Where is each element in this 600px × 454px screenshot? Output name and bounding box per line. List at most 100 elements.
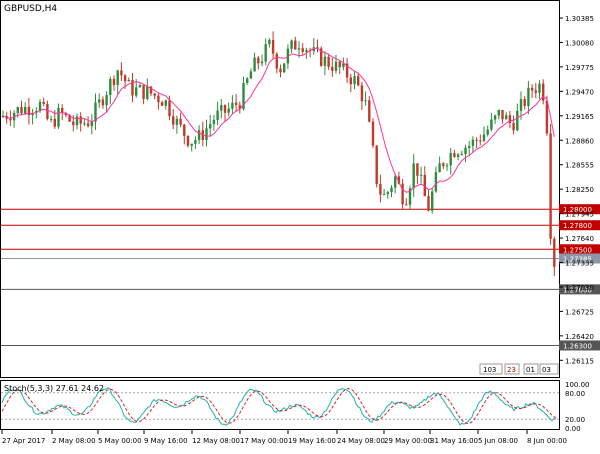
candle-body: [545, 100, 549, 134]
candle-body: [382, 194, 386, 196]
price-tick-label: 1.28860: [565, 137, 594, 145]
candle-body: [527, 87, 530, 106]
level-label-box: [559, 284, 600, 295]
candle-body: [320, 48, 323, 66]
candle-body: [231, 102, 234, 109]
candle-body: [364, 100, 367, 102]
candle-body: [68, 115, 71, 122]
candle-body: [94, 102, 97, 122]
candle-body: [20, 107, 23, 114]
candle-body: [61, 108, 64, 113]
mini-label-4: 03: [542, 366, 551, 374]
candle-body: [31, 113, 34, 116]
mini-label-1: 103: [483, 366, 496, 374]
candle-body: [105, 95, 108, 106]
candle-body: [505, 115, 508, 120]
candle-body: [312, 47, 315, 52]
candle-body: [138, 85, 142, 88]
candle-body: [327, 56, 330, 67]
time-tick-label: 8 Jun 00:00: [527, 437, 567, 445]
candle-body: [386, 192, 389, 195]
stochastic-panel[interactable]: [0, 380, 560, 430]
candle-body: [349, 77, 352, 85]
candle-body: [131, 79, 134, 96]
candle-body: [431, 191, 434, 211]
level-label-box: [559, 204, 600, 215]
candle-body: [497, 110, 500, 116]
candle-body: [179, 118, 182, 125]
time-tick-label: 24 May 08:00: [337, 437, 385, 445]
candle-body: [479, 140, 482, 142]
candle-body: [342, 63, 345, 68]
time-tick-label: 19 May 16:00: [288, 437, 336, 445]
level-label-box: [559, 220, 600, 231]
time-tick-label: 29 May 00:00: [384, 437, 432, 445]
candle-body: [290, 40, 293, 49]
candle-body: [305, 49, 308, 52]
candle-body: [109, 78, 112, 96]
candle-body: [542, 83, 545, 101]
candle-body: [427, 196, 430, 211]
price-panel[interactable]: [0, 0, 560, 378]
candle-body: [530, 87, 534, 91]
time-tick-label: 17 May 00:00: [240, 437, 288, 445]
candle-body: [38, 101, 42, 112]
candle-body: [112, 78, 116, 85]
candle-body: [449, 153, 452, 166]
price-tick-label: 1.30080: [565, 39, 594, 47]
time-tick-label: 5 May 00:00: [98, 437, 142, 445]
time-tick-label: 2 May 08:00: [52, 437, 96, 445]
price-tick-label: 1.29470: [565, 88, 594, 96]
candle-body: [42, 101, 45, 104]
candle-body: [27, 106, 31, 116]
candle-body: [86, 123, 90, 127]
ma-line: [2, 47, 555, 193]
candle-body: [142, 85, 145, 100]
candle-body: [120, 70, 123, 76]
candle-body: [186, 135, 190, 146]
candle-body: [194, 139, 197, 144]
candle-body: [412, 163, 415, 189]
candle-body: [234, 102, 238, 106]
candle-body: [72, 121, 75, 126]
candle-body: [127, 79, 130, 82]
level-label: 1.27500: [563, 246, 592, 254]
price-tick-label: 1.27640: [565, 235, 594, 243]
candle-body: [334, 61, 338, 71]
candle-body: [438, 163, 441, 173]
candle-body: [157, 95, 160, 103]
candle-body: [242, 82, 245, 110]
candle-body: [83, 123, 86, 125]
candle-body: [294, 40, 297, 50]
candle-body: [379, 184, 382, 195]
candle-body: [268, 39, 271, 45]
level-label-box: [559, 253, 600, 264]
mini-label-2: 23: [507, 366, 516, 374]
candle-body: [445, 165, 449, 167]
candle-body: [471, 139, 475, 146]
candle-body: [168, 100, 171, 117]
candle-body: [375, 145, 378, 185]
candle-body: [442, 163, 445, 167]
candle-body: [16, 107, 19, 113]
candle-body: [357, 76, 360, 86]
candle-body: [323, 56, 327, 66]
candle-body: [98, 99, 101, 103]
stoch-tick-label: 80.00: [565, 390, 585, 398]
candle-body: [24, 106, 27, 114]
candle-body: [223, 104, 227, 113]
price-tick-label: 1.27030: [565, 284, 594, 292]
candle-body: [368, 100, 371, 122]
candle-body: [175, 118, 179, 125]
candle-body: [493, 115, 497, 120]
candle-body: [453, 153, 456, 157]
level-label: 1.28000: [563, 206, 592, 214]
candle-body: [397, 176, 401, 184]
candle-body: [301, 48, 304, 52]
price-tick-label: 1.27945: [565, 211, 594, 219]
candle-body: [197, 130, 201, 140]
candle-body: [123, 75, 127, 82]
stochastic-lines: 100.0080.00 20.000.00: [1, 381, 590, 433]
